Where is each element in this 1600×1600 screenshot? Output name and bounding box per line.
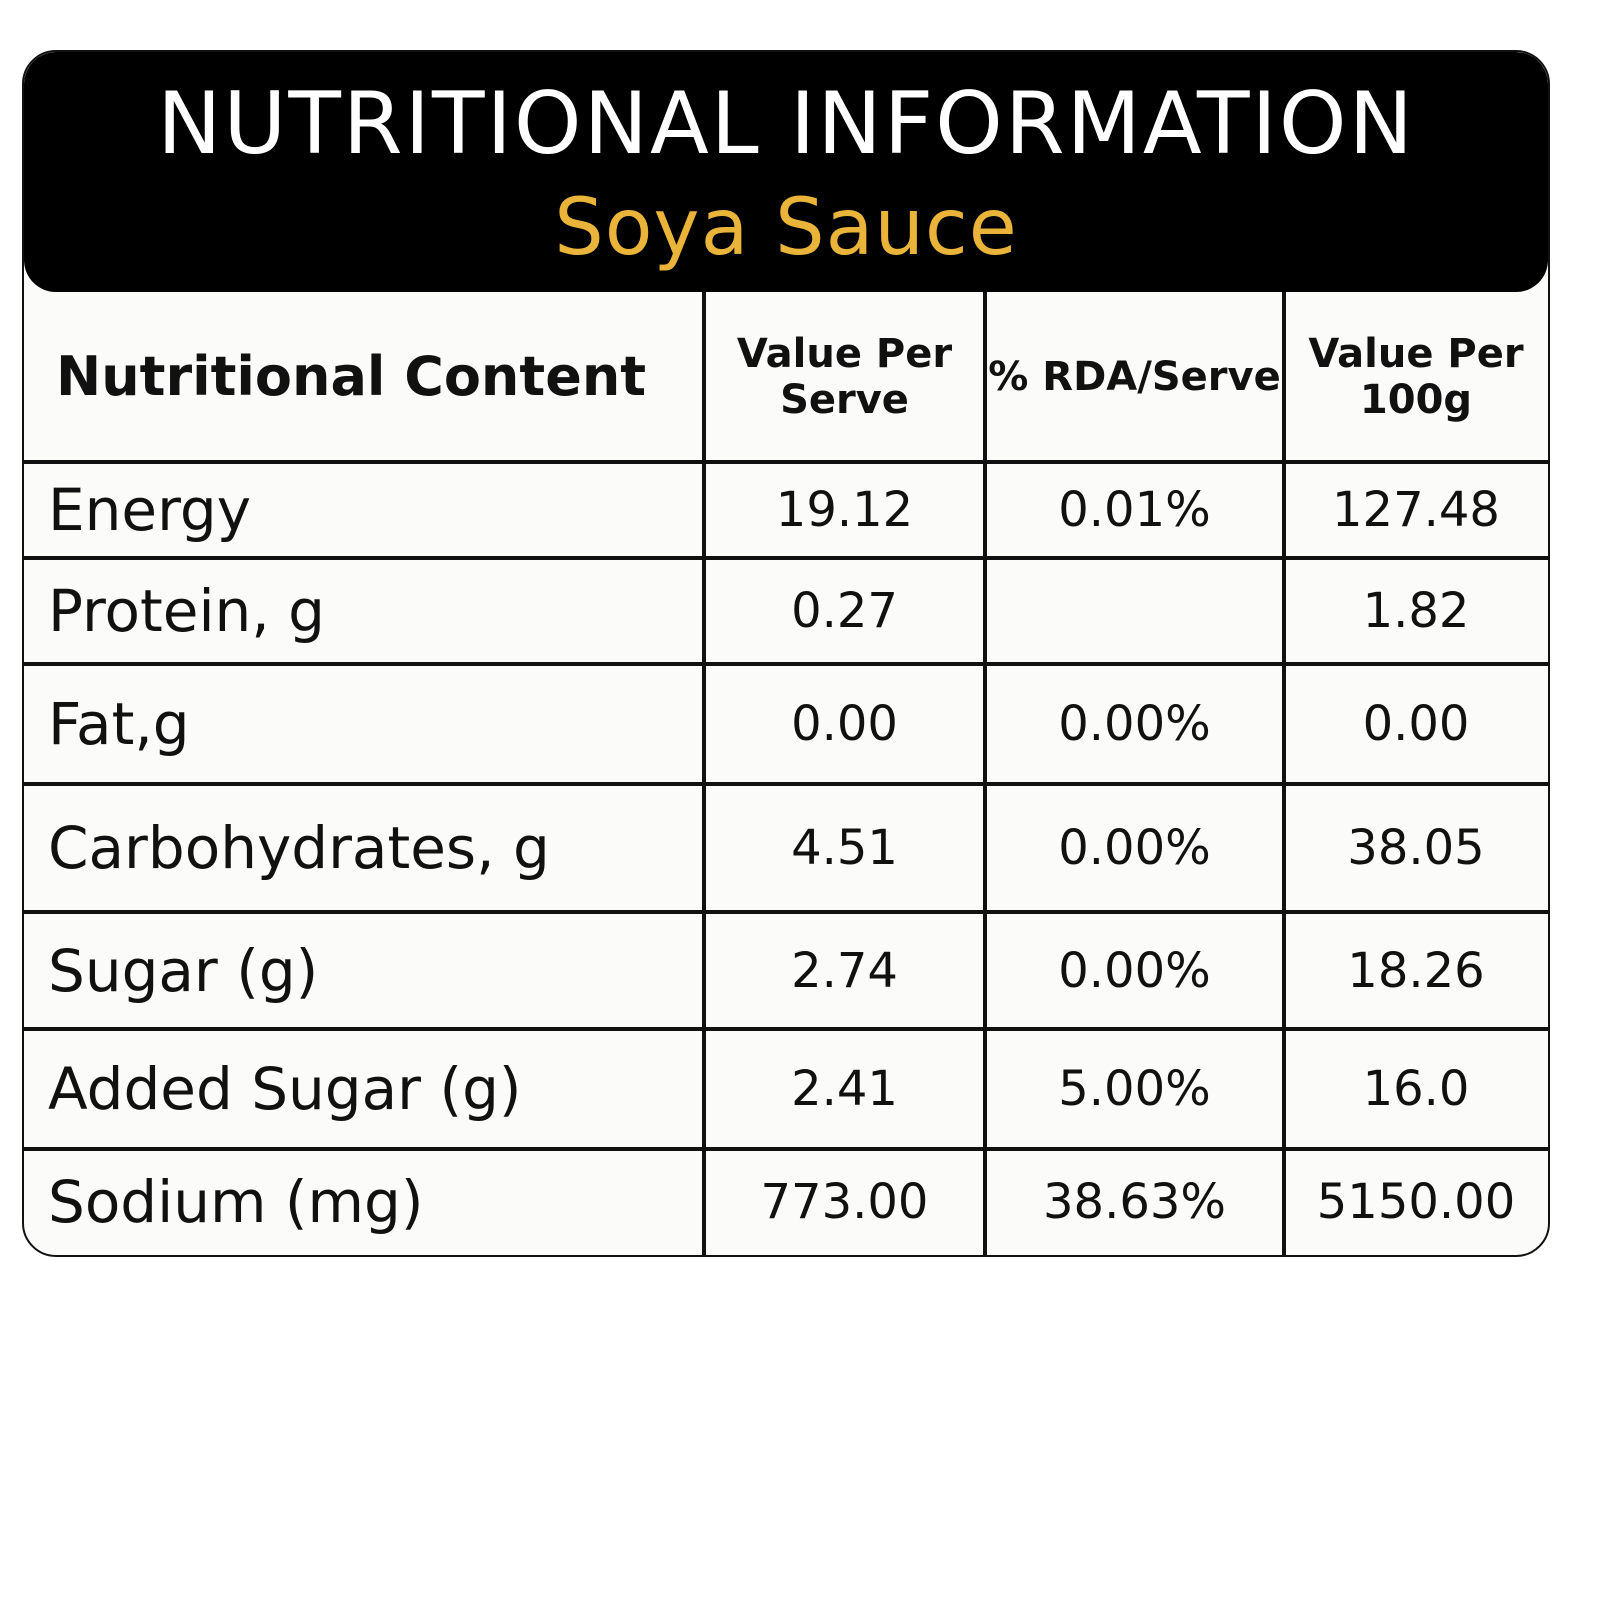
cell-value: 0.00 [1362,696,1470,752]
cell-value: 16.0 [1362,1061,1470,1117]
cell-value: 5150.00 [1316,1174,1516,1230]
column-header: Nutritional Content [56,345,647,408]
cell-value: 1.82 [1362,583,1470,639]
row-divider [24,1027,1548,1031]
cell-value: 38.05 [1347,820,1485,876]
row-label: Fat,g [48,690,190,758]
column-divider [983,292,987,1255]
cell-value: 0.00% [1058,696,1211,752]
row-divider [24,1147,1548,1151]
row-label: Energy [48,476,252,544]
title: NUTRITIONAL INFORMATION [157,74,1415,174]
column-divider [702,292,706,1255]
cell-value: 773.00 [760,1174,929,1230]
cell-value: 0.00% [1058,942,1211,999]
cell-value [985,558,1284,664]
row-divider [24,782,1548,786]
cell-value: 4.51 [791,820,898,876]
row-divider [24,662,1548,666]
cell-value: 0.01% [1058,482,1211,538]
nutrition-card: NUTRITIONAL INFORMATION Soya Sauce Nutri… [22,50,1550,1257]
cell-value: 0.27 [791,583,898,639]
table: Nutritional Content Value Per Serve % RDA/… [24,292,1548,1255]
cell-value: 5.00% [1058,1061,1211,1117]
row-label: Added Sugar (g) [48,1055,522,1123]
cell-value: 19.12 [775,482,914,538]
cell-value: 18.26 [1347,942,1485,999]
row-divider [24,556,1548,560]
subtitle: Soya Sauce [554,183,1018,273]
row-label: Sugar (g) [48,936,319,1005]
row-label: Carbohydrates, g [48,814,550,882]
row-divider [24,460,1548,464]
header: NUTRITIONAL INFORMATION Soya Sauce [24,52,1548,292]
cell-value: 2.74 [791,942,898,999]
cell-value: 2.41 [791,1061,898,1117]
column-header: Value Per 100g [1308,331,1524,423]
row-divider [24,910,1548,914]
column-header: Value Per Serve [736,331,953,423]
cell-value: 127.48 [1332,482,1500,538]
cell-value: 0.00 [791,696,898,752]
cell-value: 0.00% [1058,820,1211,876]
column-divider [1282,292,1286,1255]
cell-value: 38.63% [1042,1174,1227,1230]
column-header: % RDA/Serve [988,354,1281,400]
row-label: Sodium (mg) [48,1168,424,1236]
row-label: Protein, g [48,577,326,645]
